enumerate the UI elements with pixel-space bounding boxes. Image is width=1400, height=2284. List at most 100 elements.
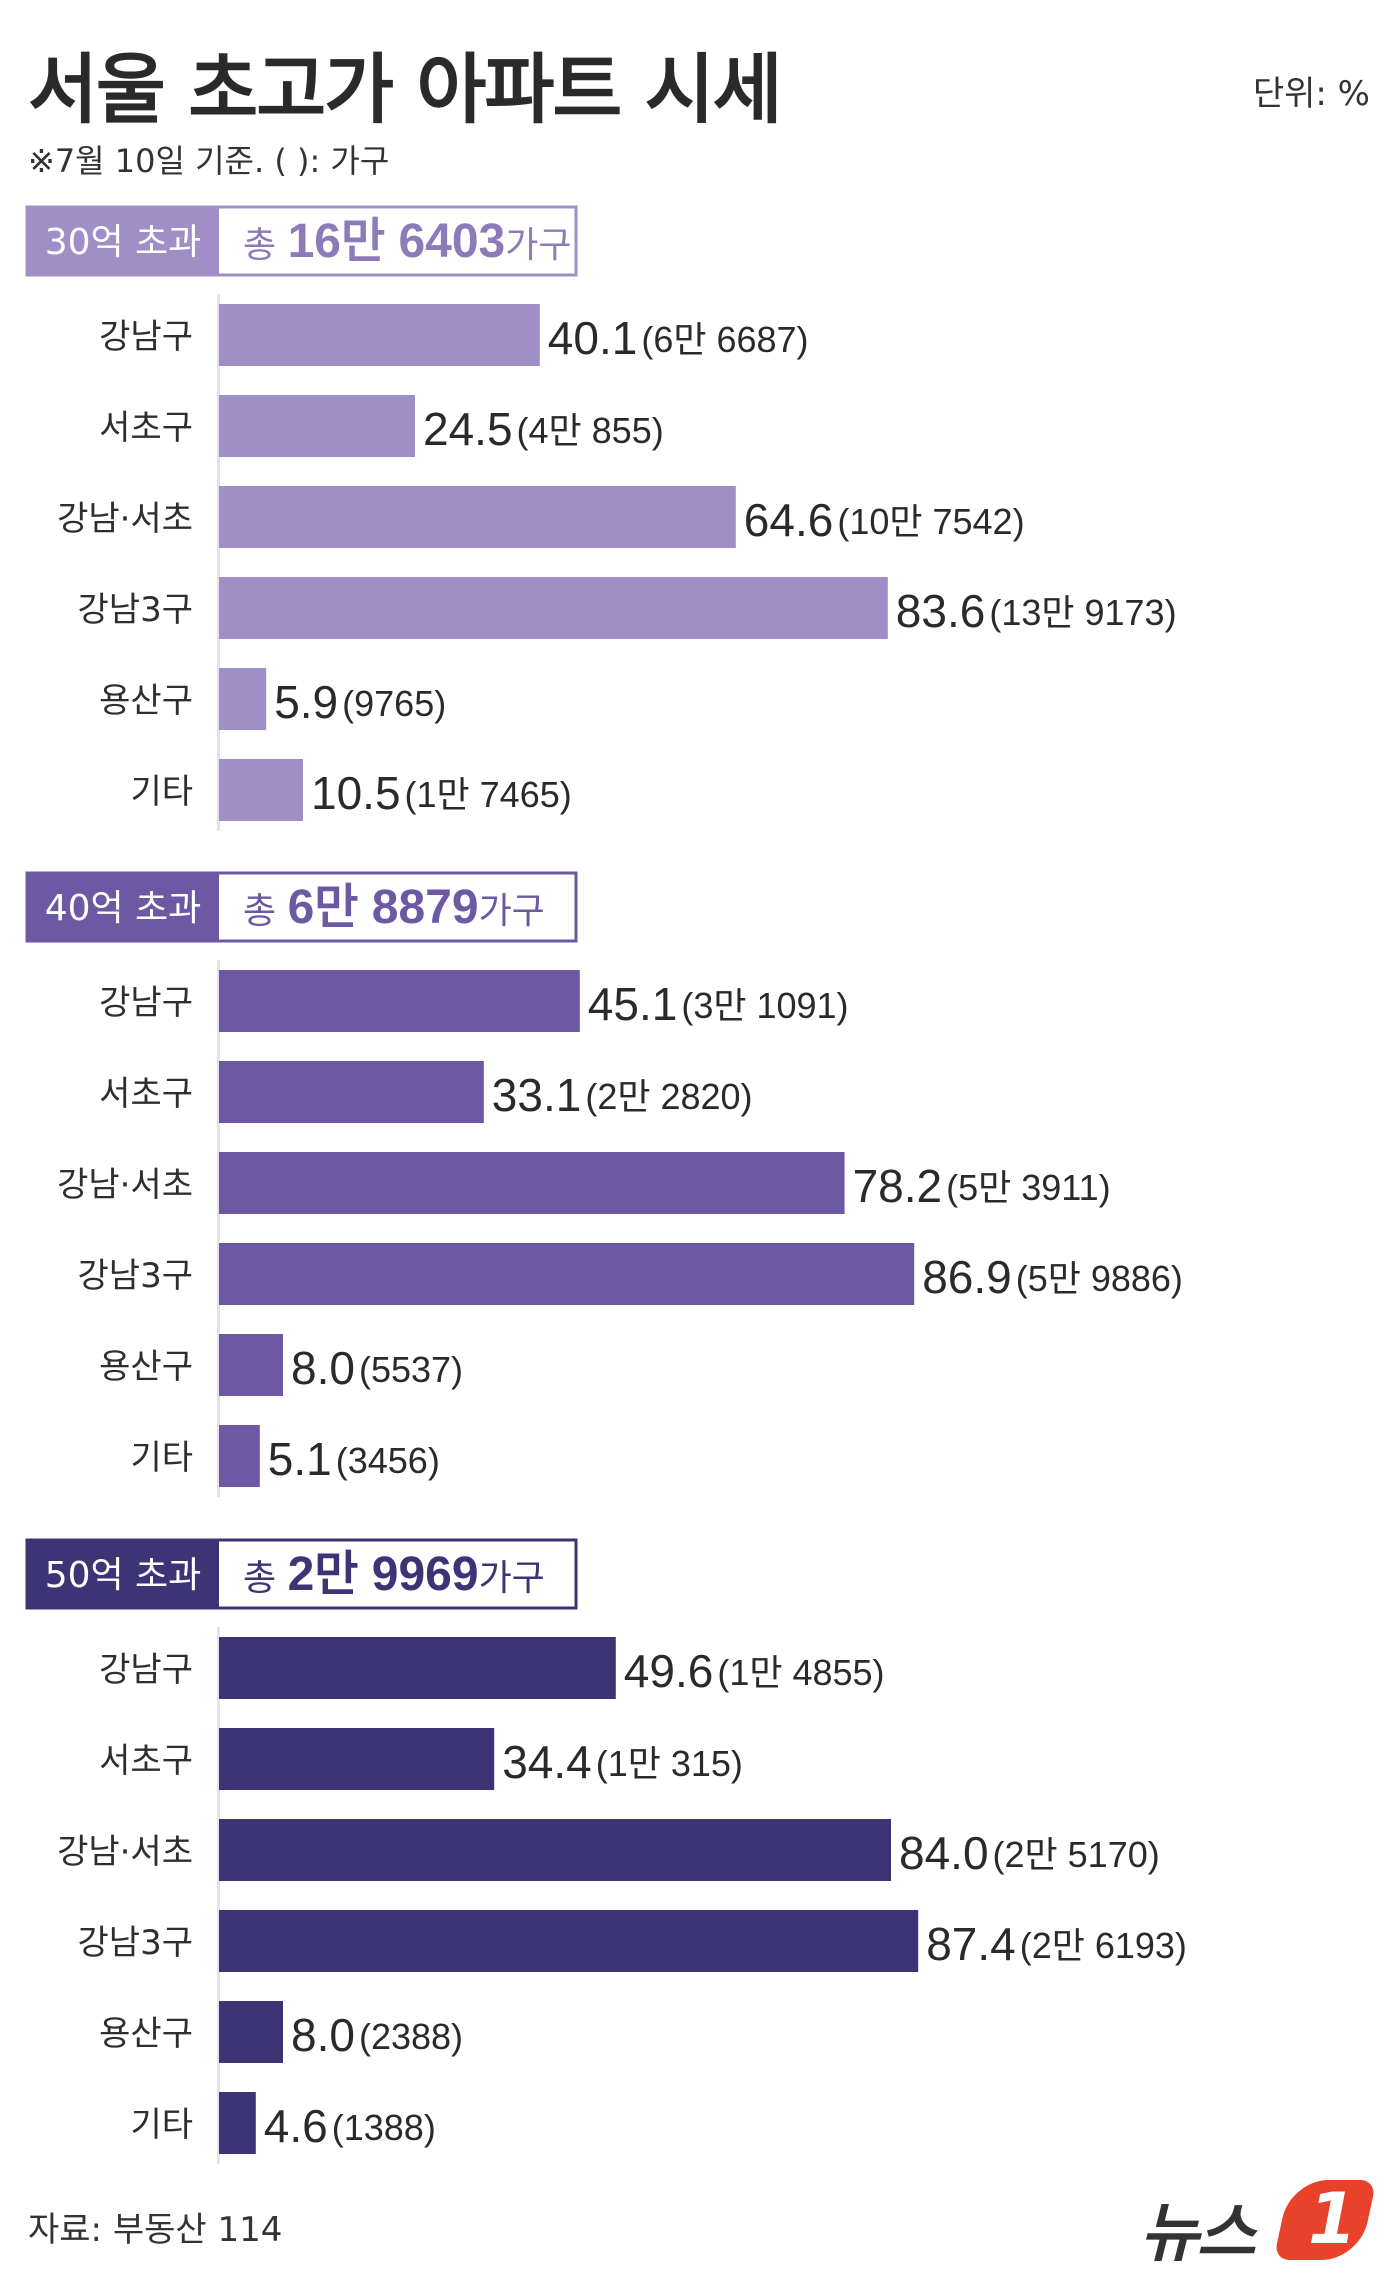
group-3-bar [219, 1910, 919, 1972]
group-2-count-label: (3456) [336, 1440, 440, 1481]
group-3-bar [219, 2001, 283, 2063]
group-1-count-label: (6만 6687) [641, 319, 808, 360]
group-1-value-label: 83.6 [896, 585, 986, 637]
group-2-total-prefix: 총 [243, 891, 288, 932]
group-1-value-label: 10.5 [311, 767, 401, 819]
group-1-bar [219, 759, 303, 821]
group-3-count-label: (1만 315) [596, 1743, 743, 1784]
chart-title: 서울 초고가 아파트 시세 [28, 45, 783, 134]
group-2-count-label: (2만 2820) [585, 1076, 752, 1117]
group-3-group-label: 50억 초과 [45, 1555, 202, 1596]
group-1-category-label: 서초구 [99, 408, 193, 448]
group-2-bar [219, 1334, 283, 1396]
group-3-value-label: 4.6 [264, 2100, 328, 2152]
group-2-bar [219, 1425, 260, 1487]
group-1-bar [219, 577, 888, 639]
group-3-value-label: 49.6 [624, 1645, 714, 1697]
group-3-total-prefix: 총 [243, 1558, 288, 1599]
group-2-bar [219, 1061, 484, 1123]
group-2-category-label: 강남·서초 [57, 1165, 193, 1205]
group-1-value-label: 5.9 [274, 676, 338, 728]
group-3-bar [219, 1637, 616, 1699]
group-3-count-label: (1388) [332, 2107, 436, 2148]
group-3-total-label: 총 2만 9969가구 [243, 1548, 545, 1601]
unit-label: 단위: % [1252, 74, 1370, 114]
group-2-value-label: 33.1 [492, 1069, 582, 1121]
source-note: 자료: 부동산 114 [28, 2210, 283, 2250]
news1-logo: 뉴스 1 [1140, 2176, 1380, 2271]
group-3-category-label: 기타 [130, 2105, 193, 2145]
group-1-group-label: 30억 초과 [45, 222, 202, 263]
group-1-category-label: 강남구 [99, 317, 193, 357]
group-1-axis-line [217, 294, 220, 831]
group-1-count-label: (13만 9173) [989, 592, 1176, 633]
group-3-category-label: 강남·서초 [57, 1832, 193, 1872]
group-2-category-label: 용산구 [99, 1347, 193, 1387]
group-1-count-label: (10만 7542) [837, 501, 1024, 542]
group-3-category-label: 강남3구 [78, 1923, 193, 1963]
group-3-count-label: (2만 5170) [993, 1834, 1160, 1875]
group-3-total-number: 2만 9969 [288, 1548, 479, 1601]
group-3-value-label: 84.0 [899, 1827, 989, 1879]
group-2-value-label: 5.1 [268, 1433, 332, 1485]
group-3-category-label: 용산구 [99, 2014, 193, 2054]
group-2-category-label: 기타 [130, 1438, 193, 1478]
group-1-bar [219, 668, 267, 730]
group-1-count-label: (9765) [342, 683, 446, 724]
group-1-bar [219, 395, 415, 457]
group-1-count-label: (4만 855) [517, 410, 664, 451]
group-2-axis-line [217, 960, 220, 1497]
logo-text: 뉴스 [1140, 2197, 1256, 2271]
group-2-count-label: (5만 9886) [1016, 1258, 1183, 1299]
group-1-bar [219, 304, 540, 366]
group-3-bar [219, 1819, 891, 1881]
group-1-value-label: 24.5 [423, 403, 513, 455]
group-2-total-number: 6만 8879 [288, 881, 479, 934]
group-3-value-label: 87.4 [926, 1918, 1016, 1970]
group-1-total-number: 16만 6403 [288, 215, 506, 268]
group-3-count-label: (2만 6193) [1020, 1925, 1187, 1966]
group-1-total-suffix: 가구 [505, 225, 571, 266]
group-3-category-label: 서초구 [99, 1741, 193, 1781]
group-3-value-label: 34.4 [502, 1736, 592, 1788]
group-2-value-label: 8.0 [291, 1342, 355, 1394]
group-1-total-label: 총 16만 6403가구 [243, 215, 572, 268]
group-3-axis-line [217, 1627, 220, 2164]
reference-note: ※7월 10일 기준. ( ): 가구 [28, 142, 390, 180]
group-3-count-label: (2388) [359, 2016, 463, 2057]
group-2-category-label: 강남3구 [78, 1256, 193, 1296]
group-1-bar [219, 486, 736, 548]
group-1-category-label: 강남·서초 [57, 499, 193, 539]
group-1-category-label: 용산구 [99, 681, 193, 721]
group-3-header-tag [27, 1540, 219, 1608]
group-1-value-label: 64.6 [744, 494, 834, 546]
group-3-bar [219, 1728, 495, 1790]
group-2-bar [219, 1152, 845, 1214]
group-3-value-label: 8.0 [291, 2009, 355, 2061]
group-2-value-label: 78.2 [853, 1160, 943, 1212]
group-2-category-label: 서초구 [99, 1074, 193, 1114]
group-2-count-label: (5만 3911) [946, 1167, 1111, 1208]
group-1-count-label: (1만 7465) [405, 774, 572, 815]
logo-badge-number: 1 [1308, 2178, 1357, 2260]
group-3-total-suffix: 가구 [479, 1558, 545, 1599]
group-1-value-label: 40.1 [548, 312, 638, 364]
group-2-total-label: 총 6만 8879가구 [243, 881, 545, 934]
group-1-total-prefix: 총 [243, 225, 288, 266]
group-1-header-tag [27, 207, 219, 275]
group-2-group-label: 40억 초과 [45, 888, 202, 929]
group-3-category-label: 강남구 [99, 1650, 193, 1690]
group-2-value-label: 45.1 [588, 978, 678, 1030]
group-1-category-label: 기타 [130, 772, 193, 812]
group-3-count-label: (1만 4855) [717, 1652, 884, 1693]
group-2-category-label: 강남구 [99, 983, 193, 1023]
group-3-bar [219, 2092, 256, 2154]
group-2-header-tag [27, 873, 219, 941]
group-2-bar [219, 1243, 915, 1305]
group-2-count-label: (5537) [359, 1349, 463, 1390]
group-2-total-suffix: 가구 [479, 891, 545, 932]
group-2-bar [219, 970, 580, 1032]
group-2-value-label: 86.9 [922, 1251, 1012, 1303]
